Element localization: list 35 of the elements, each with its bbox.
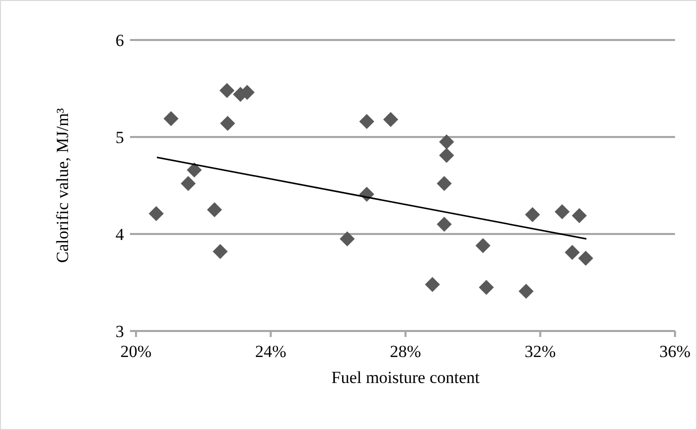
point: [164, 111, 179, 126]
point: [436, 216, 452, 232]
y-tick-label: 6: [116, 30, 124, 50]
point: [578, 250, 594, 266]
y-tick-label: 5: [116, 128, 124, 147]
y-tick-label: 3: [116, 322, 124, 341]
point: [518, 284, 534, 299]
point: [439, 148, 454, 163]
point: [186, 162, 202, 178]
x-tick-label: 20%: [120, 342, 152, 361]
point: [564, 244, 580, 260]
point: [148, 206, 164, 222]
x-tick-label: 32%: [524, 342, 556, 361]
point: [478, 280, 494, 295]
point: [525, 207, 540, 222]
point: [359, 114, 374, 129]
x-tick-label: 24%: [255, 342, 286, 361]
point: [383, 112, 398, 128]
y-axis-title: Calorific value, MJ/m³: [53, 108, 72, 263]
point: [436, 176, 452, 192]
point: [424, 276, 440, 292]
point: [554, 204, 570, 220]
point: [340, 231, 355, 246]
y-tick-label: 4: [116, 224, 124, 244]
point: [206, 202, 222, 218]
point: [572, 208, 587, 224]
x-tick-label: 36%: [659, 342, 691, 361]
point: [212, 244, 228, 259]
x-axis-title: Fuel moisture content: [331, 368, 480, 387]
x-tick-label: 28%: [390, 342, 422, 361]
point: [439, 134, 454, 150]
point: [475, 238, 490, 254]
point: [220, 116, 236, 131]
point: [180, 176, 196, 192]
point: [219, 82, 234, 98]
